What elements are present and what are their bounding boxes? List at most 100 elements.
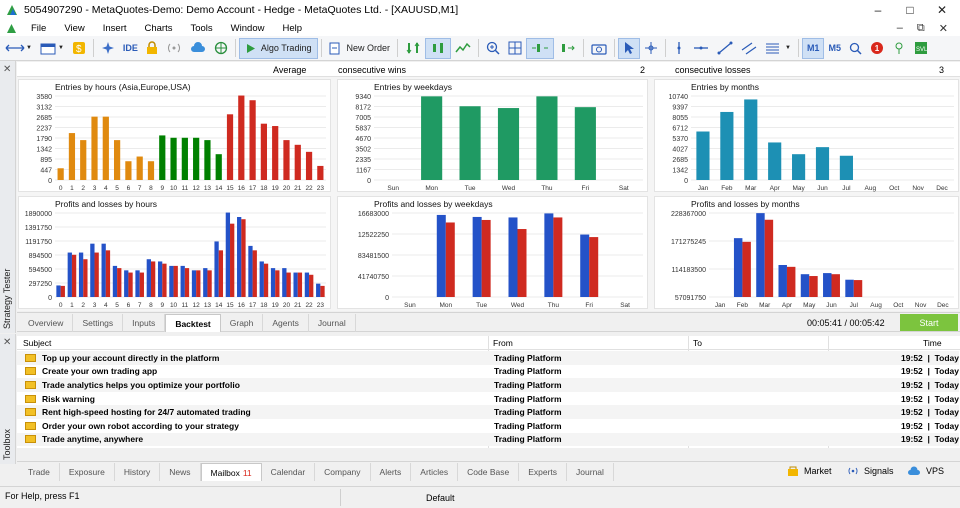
notifications-icon[interactable]: 1 — [866, 38, 888, 59]
menu-help[interactable]: Help — [282, 22, 303, 34]
crosshair-icon[interactable] — [640, 38, 662, 59]
line-chart-icon[interactable] — [451, 38, 475, 59]
menu-file[interactable]: File — [31, 22, 47, 34]
bar-profit — [214, 241, 219, 297]
tab-trade[interactable]: Trade — [19, 463, 60, 481]
toolbox-close-icon[interactable]: ✕ — [3, 337, 12, 348]
mail-row[interactable]: Trade anytime, anywhere Trading Platform 1… — [17, 432, 959, 447]
bar-profit — [316, 283, 321, 297]
tab-backtest[interactable]: Backtest — [165, 314, 221, 332]
y-tick-label: 297250 — [29, 281, 52, 288]
new-order-button[interactable]: New Order — [325, 38, 394, 59]
child-restore-icon[interactable]: ⧉ — [916, 21, 925, 34]
chart-shift-icon[interactable] — [554, 38, 580, 59]
header-from[interactable]: From — [493, 337, 513, 348]
start-button[interactable]: Start — [900, 314, 958, 331]
tab-journal[interactable]: Journal — [567, 463, 614, 481]
child-minimize-icon[interactable]: – — [896, 21, 903, 34]
cursor-icon[interactable] — [617, 37, 640, 59]
signals-tab[interactable]: Signals — [847, 465, 894, 477]
zoom-in-icon[interactable] — [482, 38, 504, 59]
svl-icon[interactable]: SVL — [910, 38, 932, 59]
x-tick-label: 11 — [181, 185, 188, 192]
market-bag-icon — [788, 466, 798, 476]
timeframe-m1-button[interactable]: M1 — [801, 37, 825, 59]
menu-tools[interactable]: Tools — [190, 22, 213, 34]
menu-view[interactable]: View — [64, 22, 85, 34]
tab-articles[interactable]: Articles — [411, 463, 459, 481]
search-icon[interactable] — [845, 38, 866, 59]
maximize-button[interactable]: □ — [906, 3, 914, 17]
tab-journal[interactable]: Journal — [309, 314, 356, 332]
cloud-icon[interactable] — [186, 38, 210, 59]
grid-icon[interactable] — [504, 38, 526, 59]
header-subject[interactable]: Subject — [23, 337, 52, 348]
tab-overview[interactable]: Overview — [19, 314, 74, 332]
minimize-button[interactable]: – — [874, 3, 882, 17]
trendline-icon[interactable] — [713, 38, 737, 59]
fibo-icon[interactable]: ▼ — [761, 38, 795, 59]
market-dollar-icon[interactable]: $ — [68, 38, 90, 59]
tab-code-base[interactable]: Code Base — [458, 463, 520, 481]
signal-icon[interactable] — [162, 38, 186, 59]
candles-icon[interactable] — [424, 37, 451, 59]
tab-company[interactable]: Company — [315, 463, 371, 481]
mail-row[interactable]: Risk warning Trading Platform 19:52 | Toda… — [17, 391, 959, 406]
tab-history[interactable]: History — [115, 463, 161, 481]
signals-icon[interactable] — [888, 38, 910, 59]
menu-insert[interactable]: Insert — [102, 22, 127, 34]
bar-loss — [117, 268, 122, 297]
timeframe-m5-button[interactable]: M5 — [828, 43, 841, 53]
screenshot-icon[interactable] — [587, 38, 611, 59]
mail-row[interactable]: Top up your account directly in the plat… — [17, 351, 959, 365]
horizontal-line-icon[interactable] — [689, 38, 713, 59]
bar — [294, 144, 301, 180]
strategy-tester-sidebar[interactable]: ✕ Strategy Tester — [0, 61, 16, 333]
tab-alerts[interactable]: Alerts — [371, 463, 412, 481]
x-tick-label: 6 — [127, 185, 131, 192]
algo-trading-button[interactable]: Algo Trading — [238, 37, 319, 59]
y-tick-label: 3132 — [36, 105, 52, 112]
header-to[interactable]: To — [693, 337, 702, 348]
lock-icon[interactable] — [142, 38, 162, 59]
menu-charts[interactable]: Charts — [144, 22, 173, 34]
tab-experts[interactable]: Experts — [519, 463, 568, 481]
menu-window[interactable]: Window — [230, 22, 265, 34]
mail-row[interactable]: Trade analytics helps you optimize your … — [17, 378, 959, 392]
tester-close-icon[interactable]: ✕ — [3, 64, 12, 75]
tab-mailbox[interactable]: Mailbox 11 — [200, 463, 262, 481]
tab-news[interactable]: News — [160, 463, 201, 481]
bar-profit — [135, 270, 140, 297]
autoscroll-icon[interactable] — [525, 37, 554, 59]
bar-profit — [756, 213, 765, 297]
bar-profit — [237, 217, 242, 297]
tab-calendar[interactable]: Calendar — [262, 463, 316, 481]
vps-globe-icon[interactable] — [210, 38, 232, 59]
menu-app-icon[interactable] — [0, 20, 22, 36]
bar — [696, 131, 710, 180]
mailbox-count-badge: 11 — [242, 467, 252, 478]
tab-agents[interactable]: Agents — [263, 314, 309, 332]
toolbox-sidebar[interactable]: ✕ Toolbox — [0, 334, 16, 464]
channel-icon[interactable] — [737, 38, 761, 59]
profiles-icon[interactable]: ▼ — [36, 38, 68, 59]
tab-graph[interactable]: Graph — [221, 314, 264, 332]
mail-row[interactable]: Rent high-speed hosting for 24/7 automat… — [17, 405, 959, 419]
ide-button[interactable]: IDE — [122, 43, 138, 53]
x-tick-label: 23 — [317, 185, 325, 192]
child-close-icon[interactable]: ✕ — [938, 22, 948, 35]
bar-loss — [173, 265, 178, 297]
depth-icon[interactable] — [401, 38, 425, 59]
vertical-line-icon[interactable] — [669, 38, 689, 59]
arrows-icon[interactable]: ▼ — [0, 38, 36, 59]
tab-inputs[interactable]: Inputs — [123, 314, 166, 332]
mail-row[interactable]: Create your own trading app Trading Platf… — [17, 364, 959, 379]
vps-tab[interactable]: VPS — [907, 465, 944, 477]
tab-settings[interactable]: Settings — [73, 314, 124, 332]
market-tab[interactable]: Market — [787, 465, 832, 477]
mail-row[interactable]: Order your own robot according to your s… — [17, 419, 959, 433]
sparkle-icon[interactable] — [97, 38, 119, 59]
header-time[interactable]: Time — [923, 337, 942, 348]
tab-exposure[interactable]: Exposure — [60, 463, 115, 481]
close-button[interactable]: ✕ — [936, 3, 948, 17]
